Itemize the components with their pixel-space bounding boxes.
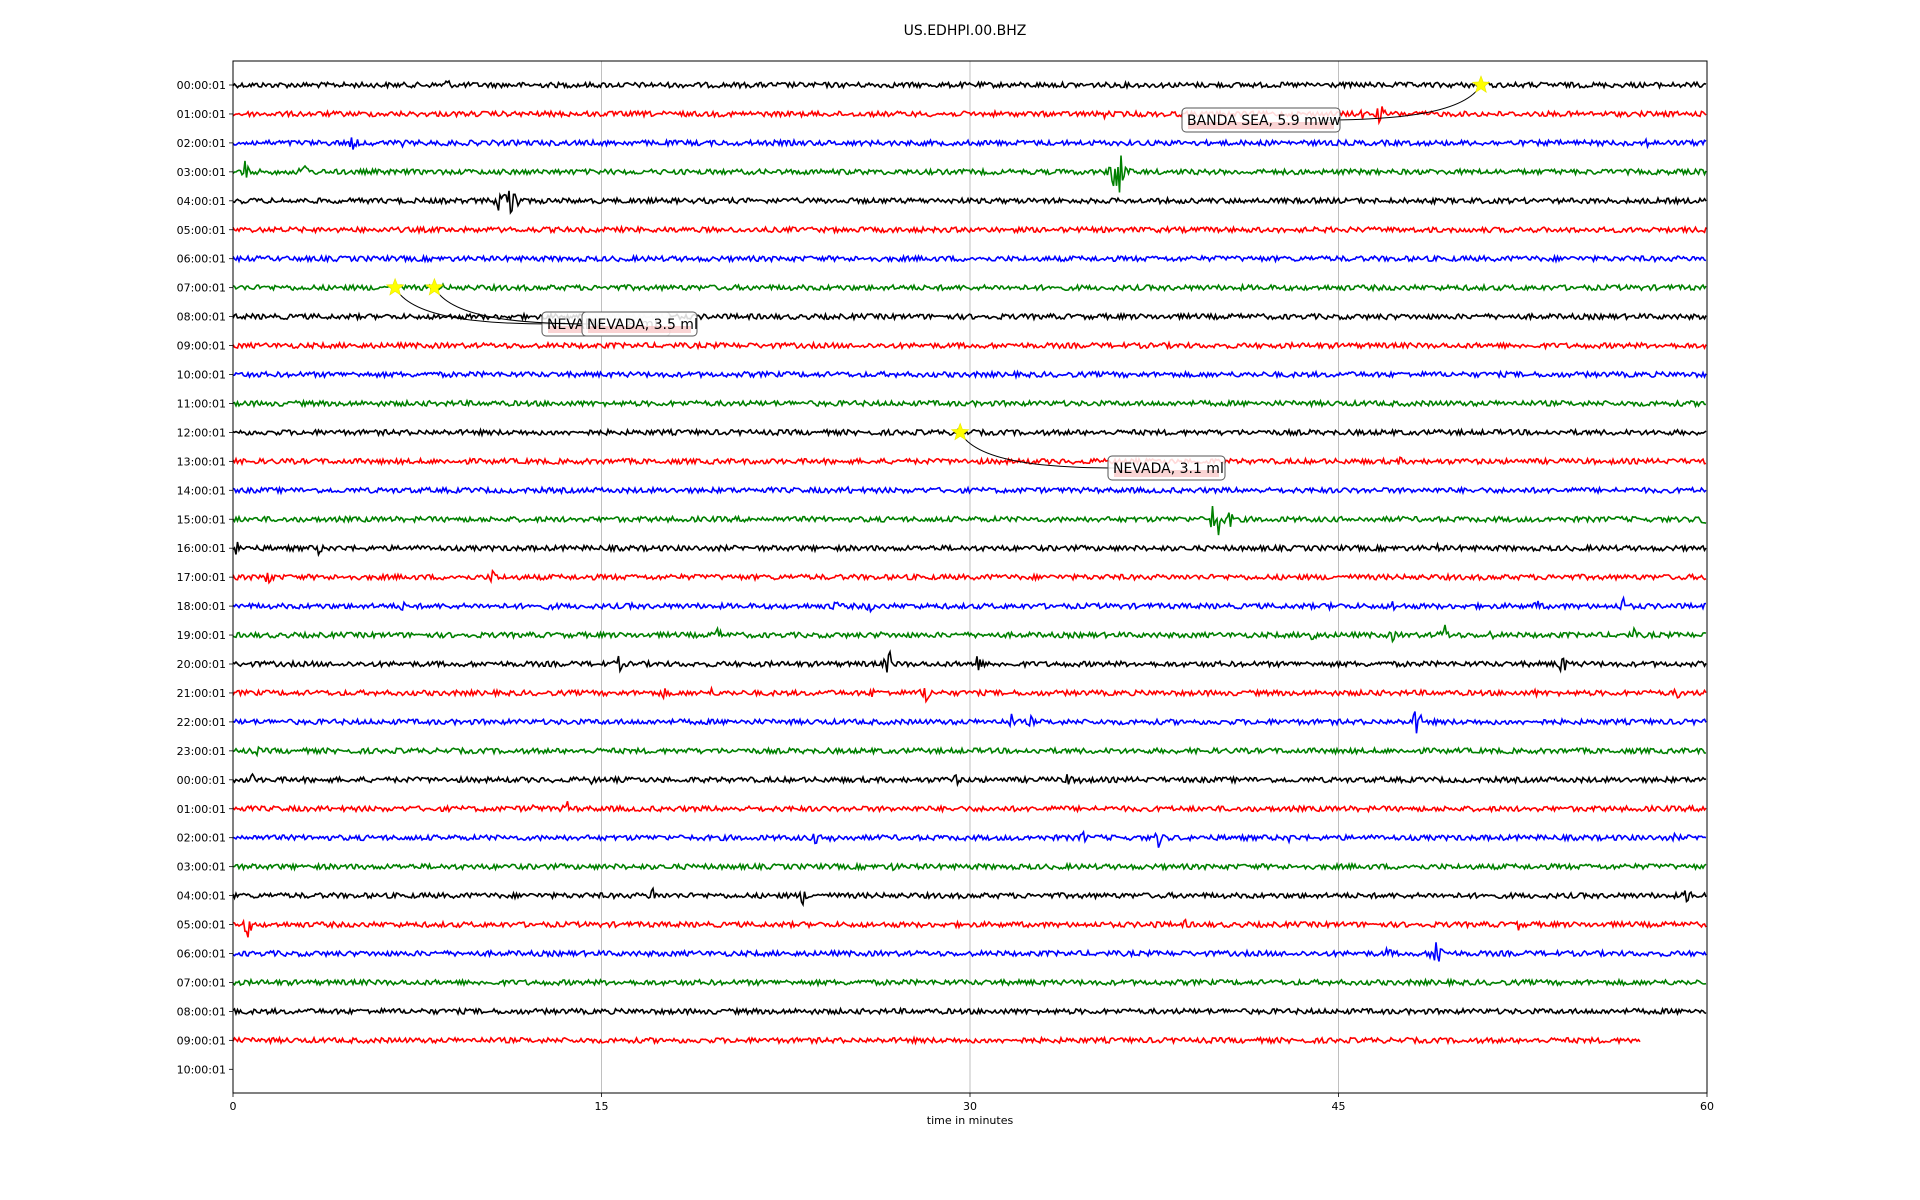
y-tick-label: 23:00:01: [177, 745, 226, 758]
y-tick-label: 04:00:01: [177, 195, 226, 208]
y-tick-label: 04:00:01: [177, 890, 226, 903]
event-star-marker: [950, 422, 970, 441]
trace-line: [232, 155, 1707, 193]
trace-line: [232, 485, 1707, 496]
trace-group: [232, 79, 1707, 1046]
y-tick-label: 03:00:01: [177, 166, 226, 179]
event-star-marker: [385, 277, 405, 296]
trace-line: [232, 427, 1707, 438]
y-tick-label: 07:00:01: [177, 976, 226, 989]
y-tick-label: 10:00:01: [177, 369, 226, 382]
y-tick-label: 05:00:01: [177, 224, 226, 237]
y-tick-label: 08:00:01: [177, 311, 226, 324]
y-tick-label: 21:00:01: [177, 687, 226, 700]
trace-line: [232, 886, 1707, 908]
y-tick-label: 15:00:01: [177, 513, 226, 526]
plot-frame: [232, 60, 1708, 1094]
y-tick-label: 03:00:01: [177, 861, 226, 874]
annotation-label: NEVADA, 3.5 ml: [587, 317, 698, 333]
y-tick-label: 19:00:01: [177, 629, 226, 642]
y-tick-label: 17:00:01: [177, 571, 226, 584]
trace-line: [232, 106, 1707, 126]
trace-line: [232, 772, 1707, 788]
trace-line: [232, 624, 1707, 644]
y-tick-label: 09:00:01: [177, 1034, 226, 1047]
trace-line: [232, 224, 1707, 236]
y-tick-label: 09:00:01: [177, 340, 226, 353]
event-star-marker: [1471, 75, 1491, 93]
trace-line: [232, 541, 1707, 558]
trace-line: [232, 595, 1707, 614]
trace-line: [232, 977, 1707, 988]
y-tick-labels: 00:00:01 01:00:01 02:00:01 03:00:01 04:00:01…: [177, 79, 233, 1076]
trace-line: [232, 829, 1707, 848]
y-tick-label: 12:00:01: [177, 426, 226, 439]
trace-line: [232, 1006, 1707, 1017]
annotation-connector: [394, 287, 553, 325]
trace-line: [232, 649, 1707, 674]
trace-line: [232, 861, 1707, 872]
trace-line: [232, 190, 1707, 215]
y-tick-label: 00:00:01: [177, 79, 226, 92]
annotation-label: NEVADA, 3.1 ml: [1113, 461, 1224, 477]
trace-line: [232, 136, 1707, 150]
trace-line: [232, 340, 1707, 351]
x-tick-label: 45: [1332, 1100, 1346, 1113]
trace-line: [232, 253, 1707, 264]
y-tick-label: 08:00:01: [177, 1005, 226, 1018]
trace-line: [232, 79, 1707, 90]
chart-title: US.EDHPI.00.BHZ: [904, 23, 1027, 39]
y-tick-label: 11:00:01: [177, 397, 226, 410]
y-tick-label: 02:00:01: [177, 832, 226, 845]
y-tick-label: 02:00:01: [177, 137, 226, 150]
trace-line: [232, 711, 1707, 734]
y-tick-label: 13:00:01: [177, 455, 226, 468]
y-tick-label: 07:00:01: [177, 282, 226, 295]
x-ticks: 0 15 30 45 60: [230, 1093, 1714, 1113]
x-tick-label: 60: [1700, 1100, 1714, 1113]
y-tick-label: 06:00:01: [177, 253, 226, 266]
y-tick-label: 14:00:01: [177, 484, 226, 497]
trace-line: [232, 369, 1707, 380]
trace-line: [232, 568, 1707, 585]
annotation-highlight: [1114, 470, 1219, 477]
trace-line: [232, 800, 1707, 814]
trace-line: [232, 745, 1706, 758]
event-star-marker: [425, 277, 444, 296]
trace-line: [232, 942, 1707, 962]
y-tick-label: 20:00:01: [177, 658, 226, 671]
trace-line: [232, 398, 1707, 409]
x-tick-label: 0: [230, 1100, 237, 1113]
y-tick-label: 01:00:01: [177, 803, 226, 816]
x-tick-label: 30: [963, 1100, 977, 1113]
y-tick-label: 01:00:01: [177, 108, 226, 121]
trace-line: [232, 1035, 1641, 1046]
annotation-connector: [959, 432, 1119, 469]
trace-line: [232, 311, 1707, 322]
x-axis-label: time in minutes: [927, 1114, 1014, 1127]
annotation-highlight: [588, 326, 691, 333]
y-tick-label: 10:00:01: [177, 1063, 226, 1076]
y-tick-label: 18:00:01: [177, 600, 226, 613]
trace-line: [232, 918, 1707, 938]
annotation-label: BANDA SEA, 5.9 mww: [1187, 113, 1341, 129]
y-tick-label: 00:00:01: [177, 774, 226, 787]
trace-line: [232, 685, 1707, 704]
annotation-highlight: [1188, 122, 1334, 129]
y-tick-label: 16:00:01: [177, 542, 226, 555]
y-tick-label: 05:00:01: [177, 919, 226, 932]
trace-line: [232, 456, 1707, 467]
trace-line: [232, 282, 1707, 293]
x-tick-label: 15: [595, 1100, 609, 1113]
annotation-connector: [1319, 84, 1482, 121]
trace-line: [232, 505, 1707, 536]
annotation-connector: [434, 287, 593, 325]
y-tick-label: 22:00:01: [177, 716, 226, 729]
y-tick-label: 06:00:01: [177, 948, 226, 961]
